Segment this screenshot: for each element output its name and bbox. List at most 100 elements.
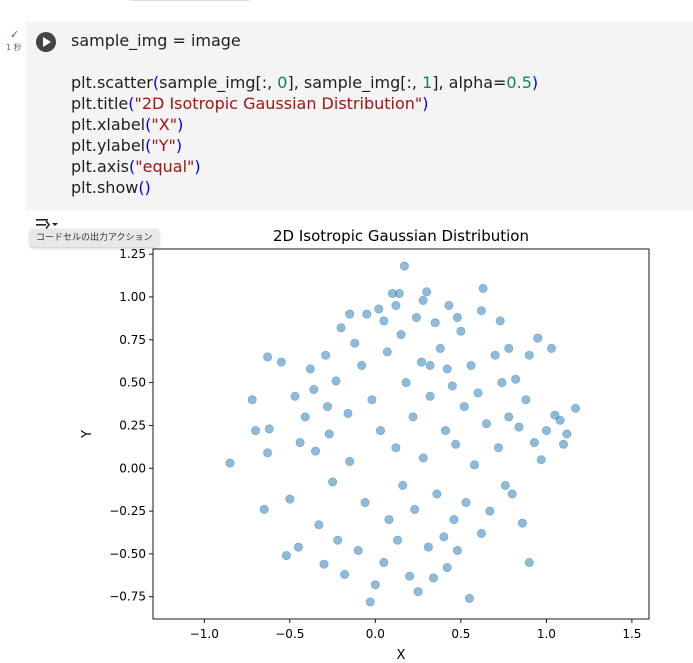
- x-tick-label: −0.5: [275, 627, 304, 641]
- scatter-point: [524, 350, 534, 360]
- scatter-point: [442, 364, 452, 374]
- scatter-point: [440, 426, 450, 436]
- scatter-point: [423, 542, 433, 552]
- y-tick-label: −0.50: [109, 547, 146, 561]
- scatter-point: [305, 364, 315, 374]
- y-tick-label: 0.50: [119, 376, 146, 390]
- code-token: 0: [277, 73, 288, 92]
- scatter-point: [225, 458, 235, 468]
- scatter-point: [418, 295, 428, 305]
- scatter-point: [295, 438, 305, 448]
- scatter-point: [541, 426, 551, 436]
- scatter-point: [345, 309, 355, 319]
- scatter-point: [247, 395, 257, 405]
- scatter-point: [396, 330, 406, 340]
- code-line: [71, 51, 538, 72]
- code-token: "equal": [135, 157, 195, 176]
- scatter-point: [562, 429, 572, 439]
- x-tick-label: 0.0: [366, 627, 385, 641]
- scatter-point: [481, 419, 491, 429]
- x-axis-label: X: [397, 648, 406, 663]
- scatter-point: [536, 455, 546, 465]
- scatter-point: [322, 402, 332, 412]
- scatter-point: [398, 480, 408, 490]
- scatter-point: [405, 571, 415, 581]
- scatter-point: [336, 323, 346, 333]
- scatter-point: [425, 391, 435, 401]
- scatter-point: [464, 593, 474, 603]
- scatter-point: [350, 338, 360, 348]
- output-actions-icon[interactable]: [33, 215, 61, 235]
- scatter-point: [300, 412, 310, 422]
- code-token: sample_img[:,: [159, 73, 278, 92]
- x-tick-label: 1.0: [537, 627, 556, 641]
- execution-time: 1 秒: [6, 43, 22, 52]
- scatter-point: [533, 333, 543, 343]
- x-tick-label: 1.5: [622, 627, 641, 641]
- scatter-point: [485, 506, 495, 516]
- code-token: "X": [151, 115, 178, 134]
- scatter-point: [447, 381, 457, 391]
- scatter-point: [432, 489, 442, 499]
- scatter-point: [281, 551, 291, 561]
- code-line: plt.xlabel("X"): [71, 114, 538, 135]
- scatter-point: [558, 439, 568, 449]
- code-line: plt.scatter(sample_img[:, 0], sample_img…: [71, 72, 538, 93]
- scatter-point: [461, 497, 471, 507]
- tab-underline: [130, 0, 250, 1]
- scatter-point: [517, 518, 527, 528]
- code-token: (: [128, 94, 135, 113]
- scatter-point: [466, 361, 476, 371]
- scatter-point: [340, 569, 350, 579]
- code-token: "2D Isotropic Gaussian Distribution": [134, 94, 423, 113]
- code-editor[interactable]: sample_img = image plt.scatter(sample_im…: [71, 30, 538, 198]
- scatter-point: [360, 497, 370, 507]
- code-cell[interactable]: [26, 22, 693, 210]
- code-token: ): [422, 94, 429, 113]
- scatter-point: [367, 395, 377, 405]
- code-token: ): [177, 115, 184, 134]
- scatter-point: [500, 480, 510, 490]
- scatter-point: [345, 456, 355, 466]
- scatter-point: [476, 528, 486, 538]
- code-line: plt.ylabel("Y"): [71, 135, 538, 156]
- scatter-point: [452, 545, 462, 555]
- scatter-point: [285, 494, 295, 504]
- code-token: (): [138, 178, 151, 197]
- scatter-point: [442, 563, 452, 573]
- scatter-point: [357, 361, 367, 371]
- scatter-point: [379, 316, 389, 326]
- scatter-point: [459, 402, 469, 412]
- scatter-point: [370, 580, 380, 590]
- code-token: sample_img = image: [71, 31, 241, 50]
- scatter-point: [264, 424, 274, 434]
- x-tick-label: 0.5: [451, 627, 470, 641]
- output-actions-tooltip: コードセルの出力アクション: [30, 229, 159, 247]
- scatter-point: [430, 318, 440, 328]
- scatter-point: [331, 376, 341, 386]
- code-token: plt.ylabel: [71, 136, 146, 155]
- scatter-point: [413, 587, 423, 597]
- code-token: plt.scatter: [71, 73, 153, 92]
- scatter-point: [263, 352, 273, 362]
- scatter-point: [444, 301, 454, 311]
- code-line: plt.show(): [71, 177, 538, 198]
- code-token: ): [175, 136, 183, 155]
- chart-title: 2D Isotropic Gaussian Distribution: [273, 227, 529, 245]
- x-tick-label: −1.0: [190, 627, 219, 641]
- scatter-point: [497, 378, 507, 388]
- scatter-point: [529, 438, 539, 448]
- code-token: 1: [422, 73, 433, 92]
- scatter-point: [399, 261, 409, 271]
- run-cell-button[interactable]: [36, 32, 56, 52]
- scatter-point: [401, 378, 411, 388]
- code-line: plt.axis("equal"): [71, 156, 538, 177]
- code-token: (: [152, 73, 160, 92]
- scatter-point: [478, 283, 488, 293]
- code-token: plt.xlabel: [71, 115, 146, 134]
- scatter-point: [391, 443, 401, 453]
- scatter-point: [324, 429, 334, 439]
- scatter-point: [451, 439, 461, 449]
- scatter-point: [328, 477, 338, 487]
- y-tick-label: −0.75: [109, 590, 146, 604]
